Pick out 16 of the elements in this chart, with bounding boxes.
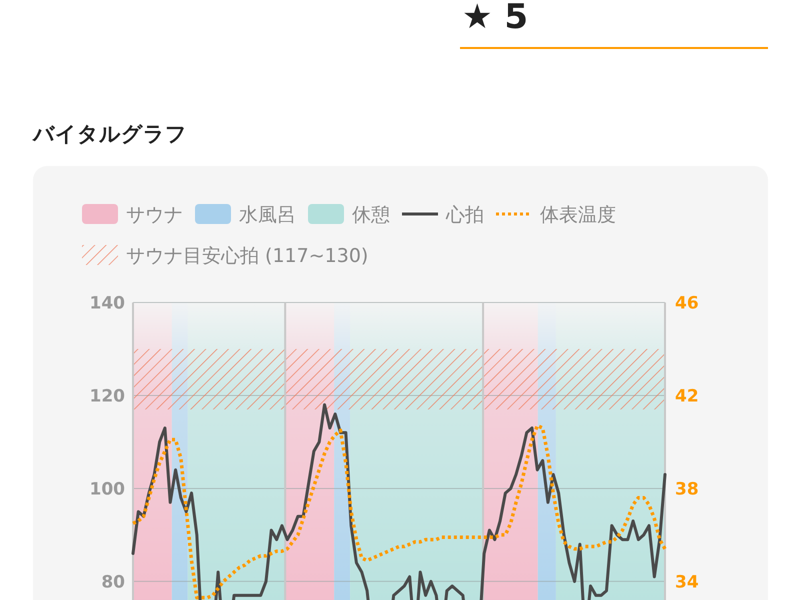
- legend-label: 体表温度: [540, 204, 616, 226]
- text: ★ 5: [462, 0, 528, 37]
- y2-tick-label: 38: [675, 479, 699, 500]
- text: 水風呂: [239, 204, 296, 226]
- y-tick-label: 80: [101, 572, 126, 592]
- y2-tick-label: 46: [675, 294, 699, 314]
- y-tick-label: 120: [90, 386, 126, 406]
- y2-tick-label: 34: [675, 572, 699, 592]
- legend-label: サウナ目安心拍 (117~130): [126, 245, 368, 267]
- y-tick-label: 140: [90, 294, 126, 314]
- legend-label: 心拍: [445, 204, 484, 226]
- y2-tick-label: 42: [675, 386, 699, 406]
- chart-title: バイタルグラフ: [32, 122, 187, 146]
- text: 休憩: [352, 204, 390, 226]
- y-tick-label: 100: [90, 479, 126, 500]
- text: サウナ: [126, 204, 183, 226]
